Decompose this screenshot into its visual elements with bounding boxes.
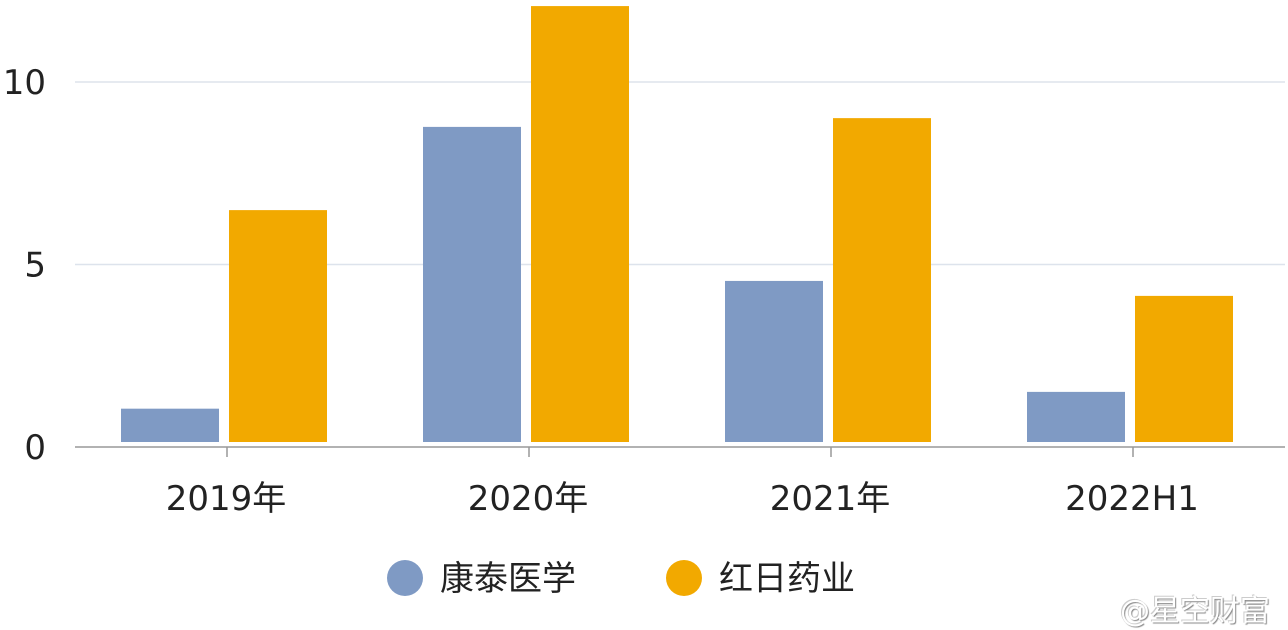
x-tick-label: 2021年 [770, 479, 891, 519]
bar-hongri [531, 6, 629, 443]
y-tick-label: 5 [24, 246, 46, 286]
bar-hongri [1135, 295, 1233, 442]
x-tick-label: 2019年 [166, 479, 287, 519]
bar-kangtai [1027, 391, 1125, 442]
bar-hongri [833, 118, 931, 442]
x-tick-label: 2020年 [468, 479, 589, 519]
bar-hongri [229, 210, 327, 442]
y-tick-label: 0 [24, 428, 46, 468]
legend-marker [387, 560, 423, 596]
x-tick-label: 2022H1 [1065, 479, 1199, 519]
legend-label: 康泰医学 [440, 559, 576, 599]
bar-kangtai [725, 280, 823, 442]
legend-marker [666, 560, 702, 596]
legend-label: 红日药业 [719, 559, 855, 599]
y-tick-label: 10 [3, 63, 46, 103]
bar-kangtai [423, 126, 521, 443]
bar-kangtai [121, 408, 219, 442]
watermark: @星空财富 [1120, 594, 1270, 629]
